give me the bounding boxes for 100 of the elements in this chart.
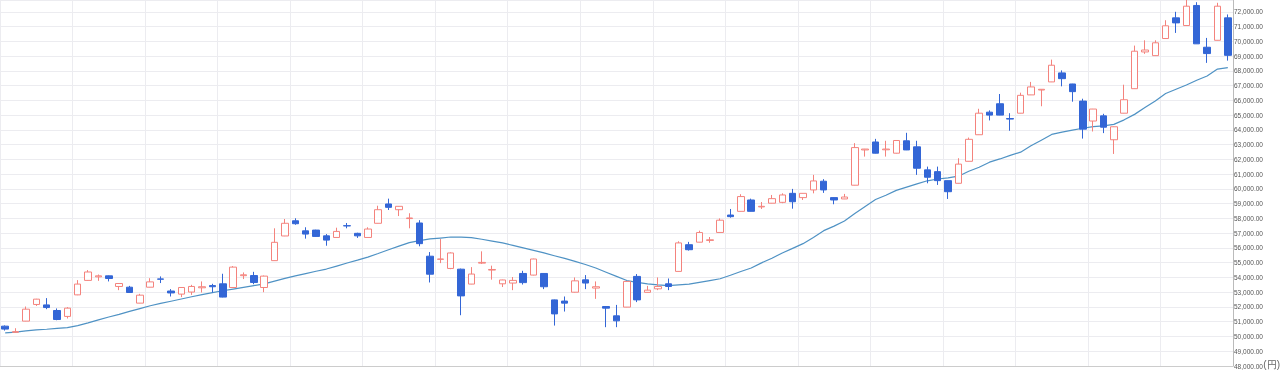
candlestick [1027,81,1035,96]
candlestick [188,284,195,296]
candlestick [1038,88,1045,107]
candlestick [343,222,351,229]
candlestick [395,205,403,217]
candlestick [1069,83,1076,103]
candlestick [1183,0,1190,27]
candlestick [1172,11,1180,34]
candlestick [499,279,506,288]
candlestick [685,241,693,252]
candlestick [354,232,361,239]
candlestick [799,192,807,201]
candlestick [468,266,475,285]
candlestick [675,240,682,273]
candlestick [810,174,817,194]
candlestick [592,280,600,300]
candlestick [893,139,900,154]
candlestick [281,218,289,237]
candlestick [571,276,579,293]
candlestick [955,157,962,184]
candlestick [240,271,247,280]
candlestick [167,288,175,297]
candlestick [1152,39,1159,57]
candlestick [872,138,879,154]
candlestick [488,265,496,281]
candlestick [478,250,486,265]
candlestick [913,140,921,176]
candlestick [582,274,589,290]
candlestick [1,324,9,332]
candlestick [696,230,703,243]
candlestick [851,142,859,186]
candlestick [437,238,444,264]
candlestick [1058,69,1066,87]
candlestick [126,285,133,294]
candlestick [1193,1,1200,45]
candlestick [540,272,548,290]
candlestick [292,217,299,226]
candlestick [706,236,714,244]
line-series [4,66,1229,334]
candlestick [136,293,144,304]
candlestick [789,188,796,210]
candlestick [633,273,641,303]
candlestick [1141,39,1149,55]
candlestick [22,306,30,322]
candlestick [944,179,952,200]
candlestick [1048,59,1055,83]
y-axis-title: (円) [1263,358,1280,370]
candlestick [509,276,517,291]
candlestick [1224,13,1232,62]
candlestick [561,295,568,313]
candlestick [250,271,258,285]
candlestick [861,148,869,158]
candlestick [33,298,40,307]
candlestick [1120,84,1128,114]
candlestick [74,279,81,296]
candlestick [1203,37,1211,64]
candlestick [613,304,620,328]
candlestick [986,109,993,121]
candlestick [934,166,941,186]
candlestick [457,268,465,316]
candlestick [260,275,268,293]
candlestick [716,217,724,234]
candlestick [1131,45,1138,90]
candlestick [975,108,983,136]
candlestick [758,201,765,210]
candlestick [602,305,610,328]
candlestick [768,194,776,204]
candlestick [1006,112,1014,132]
candlestick [996,93,1004,116]
candlestick [43,297,50,310]
candlestick [830,196,838,205]
candlestick [841,193,848,200]
candlestick [779,192,786,204]
candlestick [84,269,92,282]
candlestick [209,283,216,293]
candlestick [426,251,434,283]
candlestick [115,282,123,291]
candlestick [271,227,278,262]
candlestick [146,277,154,288]
candlestick [1100,113,1107,134]
candlestick [374,205,382,224]
candlestick [1089,108,1097,132]
candlestick [105,275,113,282]
candlestick [1017,92,1024,114]
candlestick [406,212,413,229]
candlestick [1162,19,1169,40]
candlestick [447,251,454,270]
candlestick [882,140,890,158]
candlestick [219,273,227,298]
candlestick [302,226,309,240]
candlestick [178,286,185,298]
candlestick [416,219,423,247]
candlestick [820,178,827,194]
candlestick [737,193,745,212]
candlestick [924,166,931,184]
candlestick [551,299,558,327]
candlestick [323,233,330,247]
candlestick [364,226,372,239]
candlestick [530,258,537,276]
candlestick [623,280,631,308]
